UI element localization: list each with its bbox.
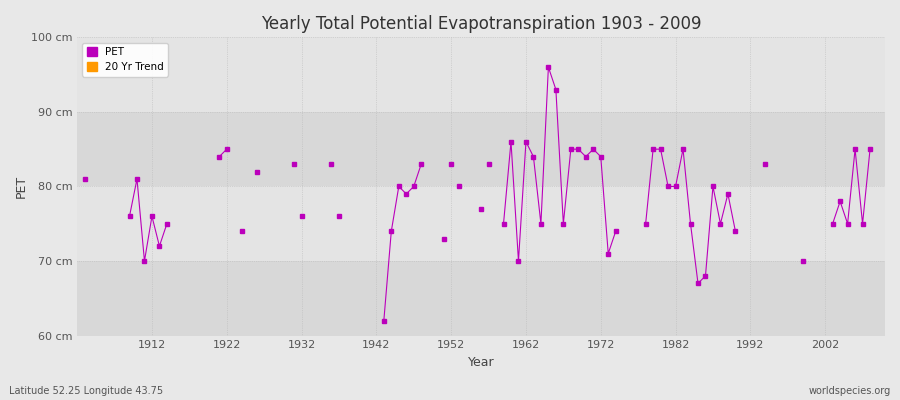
Bar (77, 37, 885, 112)
Bar (77, 112, 885, 186)
Bar (77, 261, 885, 336)
Text: worldspecies.org: worldspecies.org (809, 386, 891, 396)
X-axis label: Year: Year (468, 356, 494, 369)
Y-axis label: PET: PET (15, 175, 28, 198)
Bar (77, 186, 885, 261)
Text: Latitude 52.25 Longitude 43.75: Latitude 52.25 Longitude 43.75 (9, 386, 163, 396)
Legend: PET, 20 Yr Trend: PET, 20 Yr Trend (82, 42, 168, 76)
Title: Yearly Total Potential Evapotranspiration 1903 - 2009: Yearly Total Potential Evapotranspiratio… (261, 15, 701, 33)
